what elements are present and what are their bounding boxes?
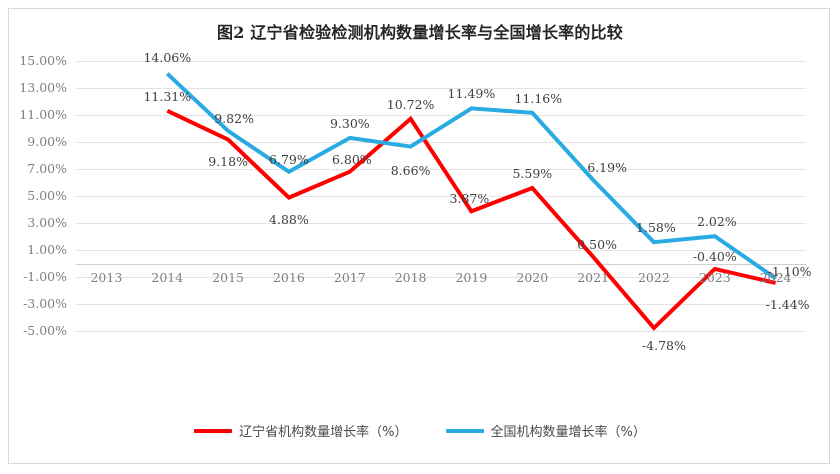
y-axis-tick: -1.00%	[23, 269, 67, 284]
gridline	[76, 331, 806, 332]
y-axis-tick: -5.00%	[23, 323, 67, 338]
legend-item[interactable]: 辽宁省机构数量增长率（%）	[194, 421, 408, 440]
x-axis-tick: 2024	[759, 269, 792, 285]
gridline	[76, 169, 806, 170]
chart-title: 图2 辽宁省检验检测机构数量增长率与全国增长率的比较	[217, 23, 623, 42]
y-axis-tick: 3.00%	[27, 215, 67, 230]
data-point-label: 11.16%	[514, 90, 563, 106]
data-point-label: -1.44%	[765, 296, 810, 312]
y-axis-tick: 9.00%	[27, 134, 67, 149]
data-point-label: 4.88%	[269, 211, 309, 227]
gridline	[76, 88, 806, 89]
gridline	[76, 196, 806, 197]
series-lines	[165, 72, 777, 331]
data-point-label: 6.19%	[587, 159, 627, 175]
x-axis-tick: 2018	[394, 269, 427, 285]
data-point-label: 3.87%	[449, 191, 490, 207]
data-point-label: 9.82%	[214, 110, 254, 126]
data-point-label: 6.79%	[269, 151, 309, 167]
legend-label: 辽宁省机构数量增长率（%）	[239, 425, 408, 440]
legend-color-swatch	[194, 428, 233, 433]
y-axis-tick: 13.00%	[19, 80, 67, 95]
x-axis-tick: 2019	[455, 269, 488, 285]
data-point-label: -4.78%	[641, 338, 686, 353]
x-axis-tick: 2022	[637, 269, 670, 285]
zero-baseline	[76, 263, 806, 265]
legend-color-swatch	[445, 428, 484, 433]
data-point-label: -0.40%	[692, 248, 737, 264]
x-axis-tick: 2021	[577, 269, 609, 285]
x-axis-tick: 2023	[698, 269, 731, 285]
data-point-label: -1.10%	[767, 264, 812, 280]
y-axis-tick: -3.00%	[23, 296, 67, 311]
y-axis-tick: 5.00%	[27, 188, 67, 203]
gridline	[76, 223, 806, 224]
chart-container: 图2 辽宁省检验检测机构数量增长率与全国增长率的比较 11.31% 9.18% 4.…	[8, 8, 830, 464]
y-axis-tick: 11.00%	[19, 107, 67, 122]
legend-label: 全国机构数量增长率（%）	[490, 425, 646, 440]
data-point-label: 1.58%	[636, 220, 676, 236]
y-axis-tick: 7.00%	[27, 161, 67, 176]
data-point-label: 11.49%	[447, 86, 496, 102]
x-axis-tick: 2015	[212, 269, 244, 285]
y-axis-tick: 15.00%	[19, 53, 67, 68]
series-line	[165, 72, 777, 280]
data-point-label: 5.59%	[512, 166, 553, 181]
data-point-label: 2.02%	[696, 214, 737, 230]
y-axis-tick: 1.00%	[27, 242, 67, 257]
data-point-label: 9.18%	[208, 153, 248, 169]
data-point-label: 11.31%	[143, 88, 192, 104]
gridline	[76, 61, 806, 62]
data-point-label: 10.72%	[386, 96, 435, 112]
gridline	[76, 277, 806, 278]
legend-item[interactable]: 全国机构数量增长率（%）	[445, 421, 646, 440]
series-line	[166, 108, 777, 331]
x-axis-tick: 2020	[516, 269, 549, 285]
gridline	[76, 115, 806, 116]
x-axis-tick: 2016	[272, 269, 305, 285]
x-axis-tick: 2017	[333, 269, 366, 285]
x-axis-tick: 2014	[151, 269, 184, 285]
data-point-label: 8.66%	[390, 162, 431, 178]
gridline	[76, 304, 806, 305]
data-point-label: 0.50%	[577, 236, 617, 252]
plot-area: 11.31% 9.18% 4.88% 6.80% 10.72% 3.87% 5.59% 0.5…	[76, 50, 812, 353]
chart-legend: 辽宁省机构数量增长率（%） 全国机构数量增长率（%）	[9, 421, 831, 440]
data-point-label: 6.80%	[331, 151, 372, 167]
gridline	[76, 250, 806, 251]
data-point-label: 9.30%	[329, 115, 370, 131]
gridline	[76, 142, 806, 143]
data-point-label: 14.06%	[143, 49, 192, 65]
x-axis-tick: 2013	[90, 269, 123, 285]
